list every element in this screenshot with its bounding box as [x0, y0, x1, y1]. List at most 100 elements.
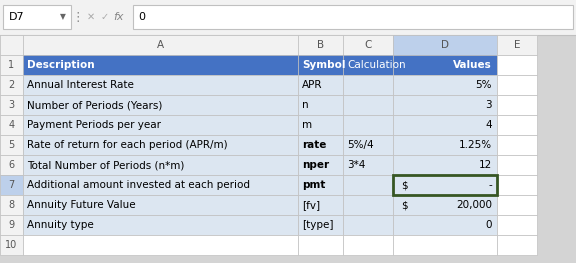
Text: 0: 0 — [486, 220, 492, 230]
Text: [fv]: [fv] — [302, 200, 320, 210]
Bar — [0, 115, 23, 135]
Bar — [393, 75, 497, 95]
Text: Values: Values — [453, 60, 492, 70]
Bar — [0, 195, 23, 215]
Bar — [23, 95, 298, 115]
Text: ▼: ▼ — [60, 13, 66, 22]
Bar — [343, 75, 393, 95]
Bar — [3, 5, 71, 29]
Text: ⋮: ⋮ — [72, 11, 84, 23]
Text: ✕: ✕ — [87, 12, 95, 22]
Text: 5%: 5% — [476, 80, 492, 90]
Bar — [343, 115, 393, 135]
Text: 8: 8 — [9, 200, 14, 210]
Bar — [0, 95, 23, 115]
Text: E: E — [514, 40, 520, 50]
Bar — [23, 175, 298, 195]
Bar — [298, 55, 343, 75]
Text: 1: 1 — [9, 60, 14, 70]
Bar — [343, 215, 393, 235]
Text: 1.25%: 1.25% — [459, 140, 492, 150]
Bar — [497, 215, 537, 235]
Text: 7: 7 — [9, 180, 14, 190]
Bar — [393, 35, 497, 55]
Text: 4: 4 — [9, 120, 14, 130]
Text: Annuity Future Value: Annuity Future Value — [27, 200, 135, 210]
Bar — [298, 215, 343, 235]
Bar — [298, 175, 343, 195]
Text: 9: 9 — [9, 220, 14, 230]
Text: 3: 3 — [9, 100, 14, 110]
Bar — [393, 195, 497, 215]
Bar — [0, 215, 23, 235]
Bar — [393, 95, 497, 115]
Bar — [497, 115, 537, 135]
Bar — [133, 5, 573, 29]
Text: ✓: ✓ — [101, 12, 109, 22]
Text: 0: 0 — [138, 12, 145, 22]
Bar — [298, 75, 343, 95]
Bar — [23, 215, 298, 235]
Bar — [393, 55, 497, 75]
Bar — [0, 135, 23, 155]
Text: nper: nper — [302, 160, 329, 170]
Bar — [23, 135, 298, 155]
Bar — [343, 35, 393, 55]
Bar — [23, 195, 298, 215]
Text: 20,000: 20,000 — [456, 200, 492, 210]
Bar — [497, 175, 537, 195]
Text: pmt: pmt — [302, 180, 325, 190]
Bar — [343, 55, 393, 75]
Text: D: D — [441, 40, 449, 50]
Text: 12: 12 — [479, 160, 492, 170]
Text: Symbol: Symbol — [302, 60, 346, 70]
Text: $: $ — [401, 180, 408, 190]
Bar — [393, 135, 497, 155]
Text: rate: rate — [302, 140, 327, 150]
Text: 5%/4: 5%/4 — [347, 140, 374, 150]
Bar — [23, 115, 298, 135]
Bar — [0, 75, 23, 95]
Text: 6: 6 — [9, 160, 14, 170]
Bar — [497, 235, 537, 255]
Bar — [23, 235, 298, 255]
Bar — [343, 95, 393, 115]
Text: B: B — [317, 40, 324, 50]
Bar — [298, 235, 343, 255]
Bar — [0, 0, 576, 35]
Bar — [497, 95, 537, 115]
Bar — [497, 135, 537, 155]
Bar — [298, 135, 343, 155]
Text: Total Number of Periods (n*m): Total Number of Periods (n*m) — [27, 160, 184, 170]
Bar — [343, 175, 393, 195]
Bar — [393, 175, 497, 195]
Bar — [393, 155, 497, 175]
Bar — [393, 235, 497, 255]
Text: m: m — [302, 120, 312, 130]
Text: Annuity type: Annuity type — [27, 220, 94, 230]
Text: 4: 4 — [486, 120, 492, 130]
Text: Additional amount invested at each period: Additional amount invested at each perio… — [27, 180, 250, 190]
Bar — [393, 115, 497, 135]
Text: Payment Periods per year: Payment Periods per year — [27, 120, 161, 130]
Text: D7: D7 — [9, 12, 25, 22]
Text: 5: 5 — [9, 140, 14, 150]
Bar — [343, 155, 393, 175]
Bar — [298, 195, 343, 215]
Bar — [0, 155, 23, 175]
Bar — [497, 195, 537, 215]
Text: Calculation: Calculation — [347, 60, 406, 70]
Bar — [0, 35, 23, 55]
Text: APR: APR — [302, 80, 323, 90]
Bar — [497, 155, 537, 175]
Bar — [497, 75, 537, 95]
Text: Number of Periods (Years): Number of Periods (Years) — [27, 100, 162, 110]
Bar — [298, 95, 343, 115]
Text: 3: 3 — [486, 100, 492, 110]
Text: -: - — [488, 180, 492, 190]
Text: A: A — [157, 40, 164, 50]
Bar — [23, 55, 298, 75]
Bar — [23, 75, 298, 95]
Bar — [0, 235, 23, 255]
Text: 3*4: 3*4 — [347, 160, 365, 170]
